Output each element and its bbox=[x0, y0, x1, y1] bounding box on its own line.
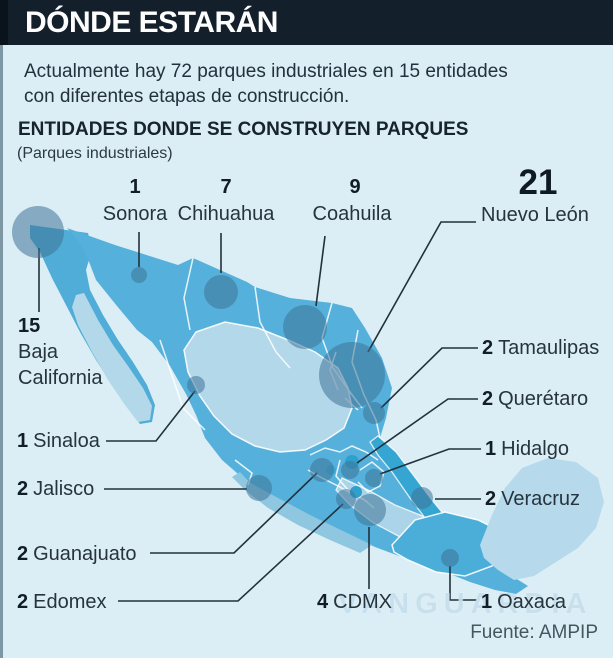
header-bar: DÓNDE ESTARÁN bbox=[0, 0, 613, 45]
label-sonora-value: 1 bbox=[129, 176, 141, 198]
label-chihuahua-name: Chihuahua bbox=[177, 203, 275, 225]
bubble-baja-california bbox=[12, 206, 64, 258]
leader-queretaro bbox=[356, 398, 478, 464]
section-title: ENTIDADES DONDE SE CONSTRUYEN PARQUES bbox=[18, 119, 469, 140]
label-nuevo-leon-name: Nuevo León bbox=[481, 204, 589, 226]
label-edomex-name: Edomex bbox=[33, 591, 107, 613]
page-title: DÓNDE ESTARÁN bbox=[25, 5, 278, 39]
label-veracruz: 2 Veracruz bbox=[485, 488, 580, 511]
bubble-cdmx bbox=[354, 494, 386, 526]
label-cdmx-value: 4 bbox=[317, 591, 329, 613]
bubble-edomex bbox=[336, 489, 356, 509]
bubble-veracruz bbox=[411, 487, 433, 509]
bubble-chihuahua bbox=[204, 275, 238, 309]
label-hidalgo: 1 Hidalgo bbox=[485, 438, 569, 461]
state-baja-california-sur-shape bbox=[72, 293, 152, 422]
label-cdmx-name: CDMX bbox=[333, 591, 393, 613]
label-oaxaca-name: Oaxaca bbox=[497, 591, 567, 613]
intro-line-2: con diferentes etapas de construcción. bbox=[24, 86, 350, 107]
label-edomex: 2 Edomex bbox=[17, 591, 107, 614]
label-hidalgo-value: 1 bbox=[485, 438, 497, 460]
leader-tamaulipas bbox=[380, 347, 478, 409]
bubble-nuevo-leon bbox=[319, 342, 385, 408]
label-veracruz-value: 2 bbox=[485, 488, 497, 510]
leader-nuevo-leon bbox=[367, 221, 476, 353]
intro-line-1: Actualmente hay 72 parques industriales … bbox=[24, 61, 508, 82]
bubble-jalisco bbox=[246, 475, 272, 501]
bubble-coahuila bbox=[283, 305, 327, 349]
leader-lines bbox=[38, 221, 481, 602]
leader-oaxaca bbox=[449, 566, 477, 601]
label-hidalgo-name: Hidalgo bbox=[501, 438, 569, 460]
bubble-sinaloa bbox=[187, 376, 205, 394]
label-sonora-name: Sonora bbox=[102, 203, 168, 225]
watermark: VANGUARDIA bbox=[338, 588, 593, 620]
park-bubbles bbox=[12, 206, 459, 567]
section-subtitle: (Parques industriales) bbox=[17, 145, 173, 162]
label-edomex-value: 2 bbox=[17, 591, 29, 613]
label-cdmx: 4 CDMX bbox=[317, 591, 392, 614]
label-guanajuato: 2 Guanajuato bbox=[17, 543, 137, 566]
label-baja-word-1: Baja bbox=[18, 341, 59, 363]
source-credit: Fuente: AMPIP bbox=[470, 622, 598, 643]
bubble-queretaro bbox=[341, 461, 359, 479]
label-oaxaca-value: 1 bbox=[481, 591, 493, 613]
label-jalisco-value: 2 bbox=[17, 478, 29, 500]
label-coahuila-value: 9 bbox=[349, 176, 361, 198]
leader-guanajuato bbox=[150, 472, 318, 554]
label-guanajuato-value: 2 bbox=[17, 543, 29, 565]
label-queretaro-value: 2 bbox=[482, 388, 494, 410]
label-veracruz-name: Veracruz bbox=[501, 488, 581, 510]
bubble-guanajuato bbox=[310, 458, 334, 482]
leader-edomex bbox=[118, 503, 344, 602]
label-baja-california-value: 15 bbox=[18, 315, 41, 337]
leader-sinaloa bbox=[106, 390, 196, 442]
label-jalisco: 2 Jalisco bbox=[17, 478, 94, 501]
label-queretaro: 2 Querétaro bbox=[482, 388, 588, 411]
intro-text: Actualmente hay 72 parques industriales … bbox=[24, 59, 508, 109]
label-baja-california: 15 Baja California bbox=[18, 313, 102, 391]
bubble-tamaulipas bbox=[363, 402, 385, 424]
mexico-bubble-map bbox=[12, 206, 604, 602]
left-border-strip bbox=[0, 45, 3, 658]
label-jalisco-name: Jalisco bbox=[33, 478, 95, 500]
label-sinaloa-name: Sinaloa bbox=[33, 430, 100, 452]
label-baja-word-2: California bbox=[18, 367, 103, 389]
yucatan-peninsula-shape bbox=[480, 458, 604, 580]
label-queretaro-name: Querétaro bbox=[498, 388, 589, 410]
label-sinaloa: 1 Sinaloa bbox=[17, 430, 100, 453]
leader-hidalgo bbox=[379, 448, 481, 475]
label-sinaloa-value: 1 bbox=[17, 430, 29, 452]
label-guanajuato-name: Guanajuato bbox=[33, 543, 137, 565]
label-coahuila-name: Coahuila bbox=[312, 203, 392, 225]
label-chihuahua-value: 7 bbox=[220, 176, 232, 198]
label-nuevo-leon-value: 21 bbox=[518, 163, 558, 202]
leader-coahuila bbox=[315, 235, 326, 307]
label-tamaulipas: 2 Tamaulipas bbox=[482, 337, 599, 360]
label-tamaulipas-name: Tamaulipas bbox=[498, 337, 600, 359]
label-oaxaca: 1 Oaxaca bbox=[481, 591, 566, 614]
bubble-sonora bbox=[131, 267, 147, 283]
label-tamaulipas-value: 2 bbox=[482, 337, 494, 359]
bubble-oaxaca bbox=[441, 549, 459, 567]
bubble-hidalgo bbox=[365, 469, 383, 487]
